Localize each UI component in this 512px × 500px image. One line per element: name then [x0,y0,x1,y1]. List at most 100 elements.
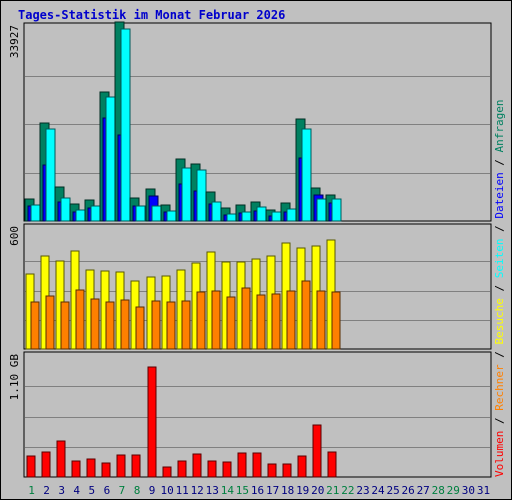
bar-volumen-day-18 [282,463,292,478]
bar-seiten-day-13 [211,201,222,222]
bar-seiten-day-4 [75,209,86,222]
legend-separator: / [493,152,506,172]
bar-rechner-day-5 [90,298,100,350]
bar-seiten-day-6 [105,96,116,222]
day-label-16: 16 [251,484,264,497]
bar-rechner-day-16 [256,294,266,350]
day-label-26: 26 [401,484,414,497]
bar-rechner-day-9 [151,300,161,350]
day-label-24: 24 [371,484,385,497]
day-label-18: 18 [281,484,294,497]
bar-rechner-day-20 [316,290,326,350]
bar-seiten-day-3 [60,197,71,222]
bar-seiten-day-7 [120,28,131,222]
bar-rechner-day-3 [60,301,70,350]
day-label-13: 13 [206,484,219,497]
day-label-22: 22 [341,484,354,497]
bar-seiten-day-11 [181,167,192,222]
bar-rechner-day-19 [301,280,311,350]
bar-seiten-day-12 [196,169,207,222]
day-label-9: 9 [149,484,156,497]
day-label-6: 6 [104,484,111,497]
bar-volumen-day-13 [207,460,217,478]
bar-volumen-day-14 [222,461,232,478]
bar-volumen-day-2 [41,451,51,478]
day-label-1: 1 [28,484,35,497]
day-label-10: 10 [160,484,173,497]
day-label-28: 28 [432,484,445,497]
day-label-12: 12 [191,484,204,497]
bar-rechner-day-4 [75,289,85,350]
bar-volumen-day-19 [297,455,307,478]
legend-besuche: Besuche [493,298,506,344]
legend-separator: / [493,411,506,431]
day-label-11: 11 [176,484,189,497]
bar-rechner-day-11 [181,300,191,350]
bar-volumen-day-7 [116,454,126,478]
legend-seiten: Seiten [493,239,506,279]
bar-seiten-day-8 [135,205,146,222]
legend-separator: / [493,278,506,298]
legend-separator: / [493,345,506,365]
bar-volumen-day-17 [267,463,277,478]
panel-1-frame [23,22,492,222]
bar-rechner-day-17 [271,293,281,350]
chart-title: Tages-Statistik im Monat Februar 2026 [18,8,286,22]
bar-rechner-day-7 [120,299,130,350]
day-label-15: 15 [236,484,249,497]
day-label-4: 4 [73,484,80,497]
bar-seiten-day-19 [301,128,312,222]
day-label-29: 29 [447,484,460,497]
legend-rechner: Rechner [493,364,506,411]
bar-rechner-day-18 [286,290,296,350]
day-label-25: 25 [386,484,399,497]
day-label-30: 30 [462,484,475,497]
legend-separator: / [493,219,506,239]
bar-volumen-day-16 [252,452,262,478]
bar-rechner-day-21 [331,291,341,350]
bar-volumen-day-10 [162,466,172,478]
day-label-5: 5 [88,484,95,497]
bar-volumen-day-15 [237,452,247,478]
bar-volumen-day-6 [101,462,111,478]
day-label-21: 21 [326,484,339,497]
day-label-14: 14 [221,484,235,497]
day-label-23: 23 [356,484,369,497]
day-label-3: 3 [58,484,65,497]
bar-rechner-day-13 [211,290,221,350]
bar-volumen-day-4 [71,460,81,478]
day-label-27: 27 [417,484,430,497]
bar-volumen-day-1 [26,455,36,478]
bar-rechner-day-12 [196,291,206,350]
bar-seiten-day-21 [331,198,342,222]
bar-volumen-day-20 [312,424,322,478]
legend-anfragen: Anfragen [493,99,506,152]
panel-3-max-label: 1.10 GB [8,354,21,401]
bar-seiten-day-14 [226,213,237,222]
bar-volumen-day-21 [327,451,337,478]
bar-volumen-day-8 [131,454,141,478]
day-label-20: 20 [311,484,324,497]
bar-volumen-day-11 [177,460,187,478]
bar-rechner-day-8 [135,306,145,350]
legend-dateien: Dateien [493,172,506,218]
bar-volumen-day-9 [147,366,157,478]
bar-rechner-day-15 [241,287,251,350]
bar-seiten-day-9 [151,205,162,222]
bar-rechner-day-6 [105,301,115,350]
bar-volumen-day-3 [56,440,66,478]
day-label-8: 8 [134,484,141,497]
bar-seiten-day-2 [45,128,56,222]
bar-seiten-day-17 [271,211,282,222]
bar-rechner-day-1 [30,301,40,350]
bar-seiten-day-1 [30,204,41,222]
day-label-19: 19 [296,484,309,497]
bar-rechner-day-2 [45,295,55,350]
legend-volumen: Volumen [493,431,506,477]
legend: Volumen / Rechner / Besuche / Seiten / D… [493,99,506,477]
bar-volumen-day-12 [192,453,202,478]
panel-1-max-label: 33927 [8,25,21,58]
bar-seiten-day-18 [286,208,297,222]
bar-rechner-day-10 [166,301,176,350]
day-label-17: 17 [266,484,279,497]
